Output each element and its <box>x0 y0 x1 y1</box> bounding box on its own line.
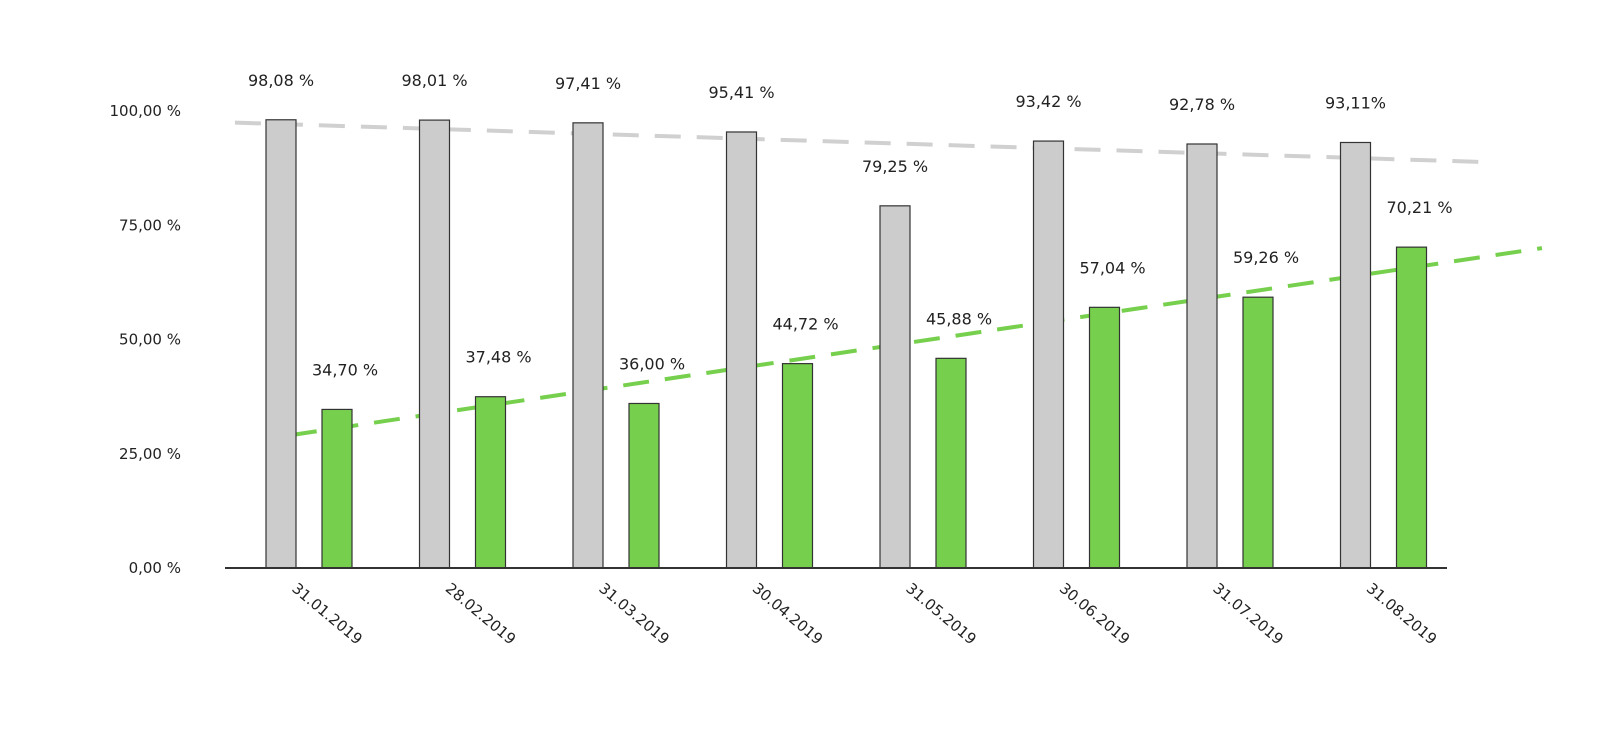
x-tick-label: 31.05.2019 <box>902 579 979 648</box>
green-bar <box>628 402 660 569</box>
data-labels: 98,08 % 34,70 % 98,01 % 37,48 % 97,41 % 36,00… <box>248 71 1453 380</box>
x-tick-label: 30.06.2019 <box>1056 579 1133 648</box>
green-bar-value-label: 57,04 % <box>1079 258 1145 277</box>
gray-bar <box>1186 143 1218 569</box>
green-bar <box>474 396 507 569</box>
gray-bar-value-label: 98,08 % <box>248 71 314 90</box>
gray-bar-value-label: 93,42 % <box>1015 92 1081 111</box>
green-bar <box>321 408 353 569</box>
green-bar-value-label: 34,70 % <box>312 360 378 379</box>
x-axis-ticks: 31.01.2019 28.02.2019 31.03.2019 30.04.2019… <box>288 579 1440 648</box>
x-tick-label: 28.02.2019 <box>442 579 519 648</box>
y-tick-label: 50,00 % <box>119 331 181 349</box>
x-tick-label: 31.01.2019 <box>288 579 365 648</box>
gray-bar-value-label: 98,01 % <box>401 71 467 90</box>
y-tick-label: 0,00 % <box>129 559 181 577</box>
green-bar <box>935 357 967 569</box>
gray-bar <box>725 131 758 569</box>
green-bar-value-label: 59,26 % <box>1233 248 1299 267</box>
gray-bar <box>879 205 911 569</box>
gray-bar <box>1032 140 1065 569</box>
gray-bar-value-label: 79,25 % <box>862 157 928 176</box>
green-bar-value-label: 37,48 % <box>465 348 531 367</box>
green-bar <box>1395 246 1428 569</box>
gray-bar-value-label: 97,41 % <box>555 74 621 93</box>
gray-bar <box>572 122 604 569</box>
gray-bar-value-label: 93,11% <box>1325 93 1386 112</box>
green-bar-value-label: 36,00 % <box>619 354 685 373</box>
y-tick-label: 25,00 % <box>119 445 181 463</box>
y-tick-label: 100,00 % <box>109 102 181 120</box>
x-tick-label: 31.08.2019 <box>1363 579 1440 648</box>
green-bar-value-label: 45,88 % <box>926 309 992 328</box>
green-bar-value-label: 70,21 % <box>1386 198 1452 217</box>
green-bar-value-label: 44,72 % <box>772 315 838 334</box>
x-tick-label: 30.04.2019 <box>749 579 826 648</box>
green-bar <box>1242 296 1274 569</box>
gray-bar-value-label: 92,78 % <box>1169 95 1235 114</box>
y-axis-ticks: 0,00 % 25,00 % 50,00 % 75,00 % 100,00 % <box>109 102 181 577</box>
gray-bar <box>1339 141 1372 569</box>
gray-bar <box>265 119 297 569</box>
bars <box>265 119 1428 569</box>
gray-bar <box>418 119 451 569</box>
x-tick-label: 31.03.2019 <box>595 579 672 648</box>
gray-bar-value-label: 95,41 % <box>708 83 774 102</box>
x-tick-label: 31.07.2019 <box>1209 579 1286 648</box>
y-tick-label: 75,00 % <box>119 216 181 234</box>
green-bar <box>1088 306 1121 569</box>
green-bar <box>781 363 814 569</box>
